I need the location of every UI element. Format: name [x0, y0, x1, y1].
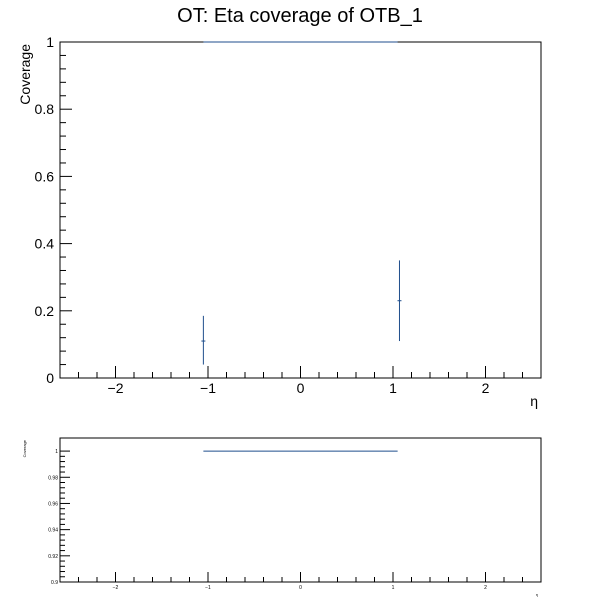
- x-tick-label: 1: [389, 380, 397, 396]
- y-tick-label: 0.94: [48, 528, 58, 534]
- chart-title: OT: Eta coverage of OTB_1: [177, 5, 423, 27]
- y-tick-label: 0.8: [35, 101, 55, 117]
- y-tick-label: 0.92: [48, 554, 58, 560]
- x-tick-label: −2: [108, 380, 124, 396]
- y-axis-label: Coverage: [22, 439, 27, 457]
- x-tick-label: 1: [392, 585, 395, 591]
- y-tick-label: 0.6: [35, 168, 55, 184]
- y-tick-label: 0.2: [35, 303, 55, 319]
- x-tick-label: −1: [200, 380, 216, 396]
- plot-frame: [59, 41, 542, 379]
- y-tick-label: 1: [55, 449, 58, 455]
- x-tick-label: 2: [484, 585, 487, 591]
- x-axis-label: η: [536, 592, 538, 597]
- y-tick-label: 1: [46, 34, 54, 50]
- x-tick-label: 2: [482, 380, 490, 396]
- x-axis-label: η: [530, 393, 538, 409]
- x-tick-label: −1: [205, 585, 211, 591]
- y-tick-label: 0: [46, 370, 54, 386]
- x-tick-label: 0: [297, 380, 305, 396]
- y-axis-label: Coverage: [17, 44, 33, 105]
- y-tick-label: 0.4: [35, 236, 55, 252]
- ratio-plot: −2 −1 0 1 2 0.9 0.92 0.94 0.96 0.98 1 η Coverage: [22, 437, 542, 597]
- y-tick-label: 0.9: [51, 580, 58, 586]
- plot-frame: [59, 437, 542, 583]
- y-tick-label: 0.96: [48, 501, 58, 507]
- x-tick-label: −2: [113, 585, 119, 591]
- y-tick-label: 0.98: [48, 475, 58, 481]
- x-tick-label: 0: [299, 585, 302, 591]
- main-plot: −2 −1 0 1 2 0 0.2 0.4 0.6 0.8 1 η Coverage: [17, 34, 542, 409]
